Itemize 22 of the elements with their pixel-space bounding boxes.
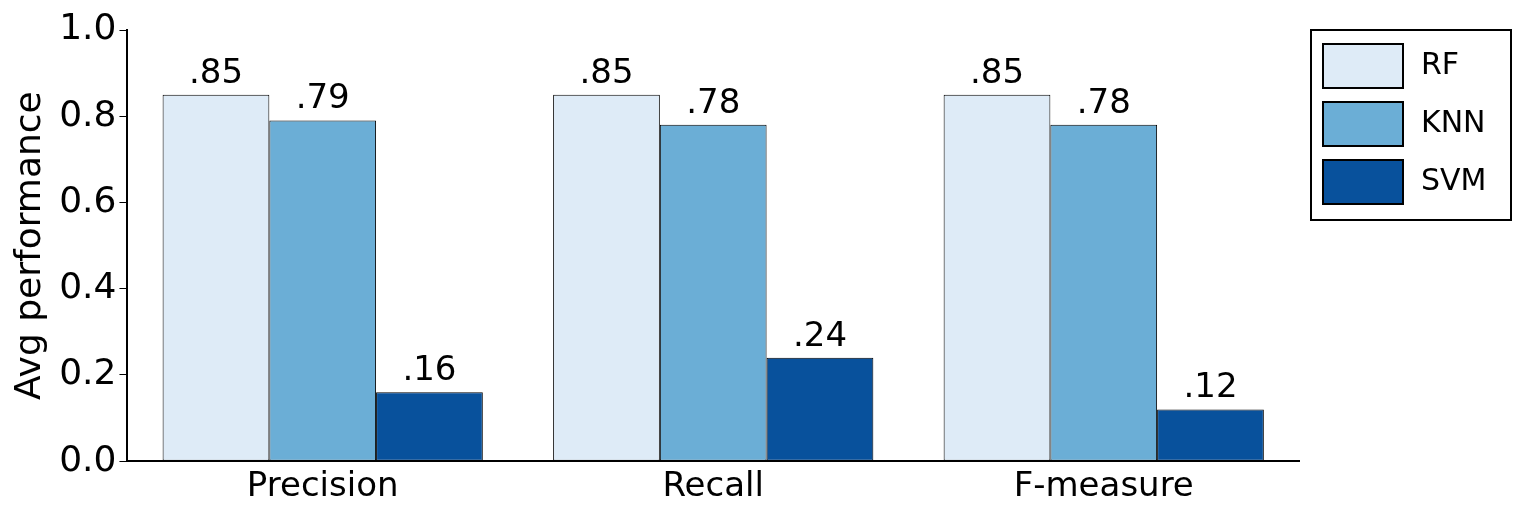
x-tick-label: F-measure bbox=[1013, 464, 1194, 505]
x-tick-label: Recall bbox=[662, 464, 764, 505]
data-label: .24 bbox=[792, 313, 848, 354]
data-label: .78 bbox=[1076, 80, 1131, 121]
y-tick-label: 0.0 bbox=[59, 437, 117, 479]
y-axis-title: Avg performance bbox=[6, 91, 48, 400]
data-label: .78 bbox=[686, 80, 741, 121]
y-tick-label: 0.8 bbox=[59, 92, 117, 134]
y-tick-label: 1.0 bbox=[59, 6, 117, 48]
data-label: .12 bbox=[1183, 365, 1238, 406]
legend-label: SVM bbox=[1421, 161, 1487, 197]
data-label: .85 bbox=[969, 50, 1025, 91]
legend-label: RF bbox=[1421, 45, 1460, 81]
data-label: .85 bbox=[188, 50, 244, 91]
x-tick-label: Precision bbox=[246, 464, 399, 505]
y-tick-label: 0.6 bbox=[59, 178, 117, 220]
data-label: .85 bbox=[579, 50, 634, 91]
y-tick-label: 0.4 bbox=[59, 265, 117, 307]
data-label: .16 bbox=[402, 348, 457, 389]
y-tick-label: 0.2 bbox=[59, 351, 117, 393]
legend-label: KNN bbox=[1421, 103, 1486, 139]
data-label: .79 bbox=[295, 76, 350, 117]
